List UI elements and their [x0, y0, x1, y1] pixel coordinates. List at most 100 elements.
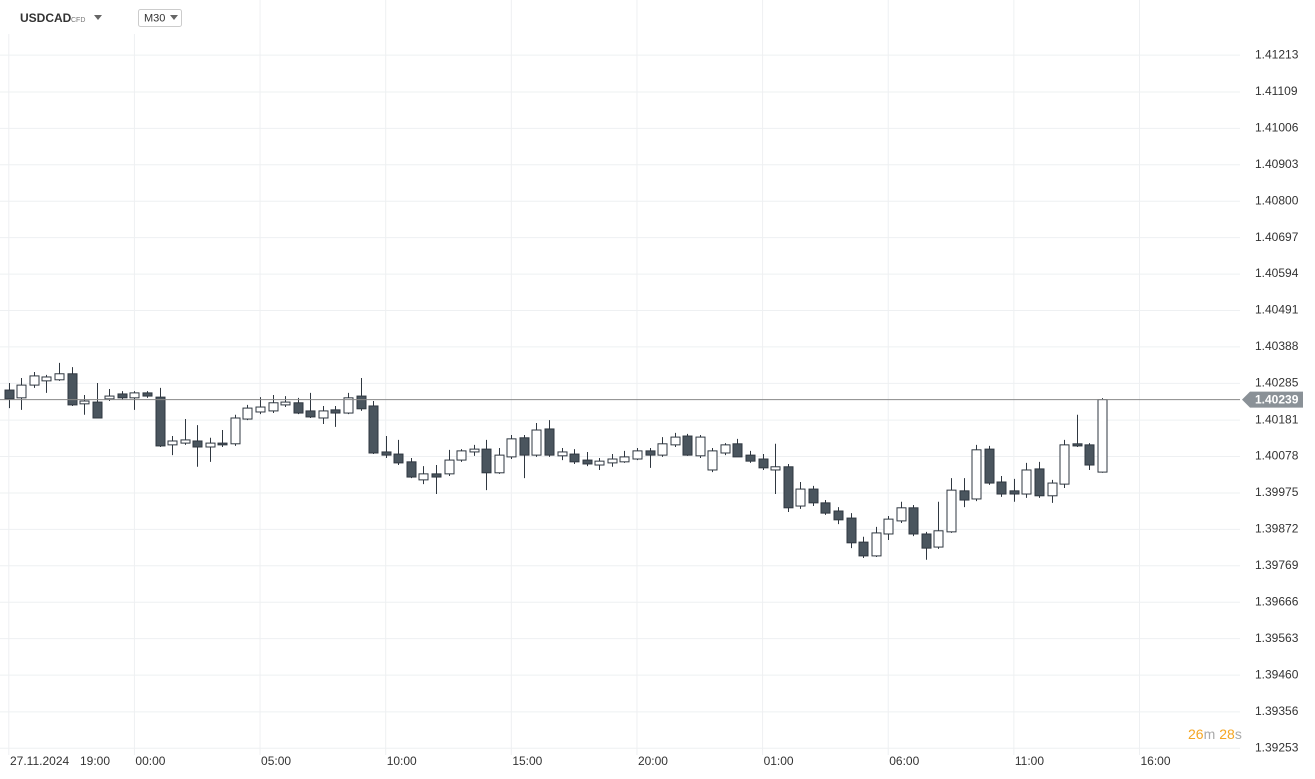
candle-body: [280, 401, 291, 406]
candle-body: [896, 507, 907, 522]
candle-body: [569, 453, 580, 463]
x-tick-label: 05:00: [261, 754, 291, 768]
countdown: 26m 28s: [1188, 726, 1242, 742]
candle-body: [255, 406, 266, 413]
labels: 1.41213 1.41109 1.41006 1.40903 1.40800 1.406…: [10, 47, 1303, 768]
timeframe-dropdown[interactable]: [170, 15, 178, 20]
candle-body: [770, 466, 781, 471]
candle-body: [205, 442, 216, 448]
candles: [0, 362, 1240, 560]
candle-body: [820, 502, 831, 514]
candle-body: [883, 518, 894, 535]
timeframe-button[interactable]: [138, 9, 182, 27]
candle-body: [996, 481, 1007, 495]
candle-body: [117, 393, 128, 399]
candle-body: [645, 450, 656, 456]
header-bg: [0, 0, 230, 34]
candle-body: [1059, 444, 1070, 485]
y-tick-label: 1.39769: [1255, 558, 1299, 572]
candle-body: [921, 533, 932, 549]
countdown-minutes-unit: m: [1204, 726, 1216, 742]
y-tick-label: 1.40697: [1255, 230, 1299, 244]
candle-body: [54, 373, 65, 381]
countdown-minutes: 26: [1188, 726, 1204, 742]
x-tick-label: 11:00: [1015, 754, 1044, 768]
candle-body: [142, 392, 153, 397]
candle-body: [293, 402, 304, 414]
x-tick-label: 00:00: [135, 754, 165, 768]
candle-body: [619, 456, 630, 463]
candle-body: [67, 373, 78, 406]
x-tick-label: 10:00: [387, 754, 417, 768]
y-tick-label: 1.41006: [1255, 121, 1299, 135]
candle-body: [720, 444, 731, 454]
candle-body: [1047, 482, 1058, 497]
y-tick-label: 1.40078: [1255, 449, 1299, 463]
date-label: 27.11.2024: [10, 754, 69, 768]
y-tick-label: 1.40491: [1255, 303, 1299, 317]
candle-body: [1034, 468, 1045, 497]
candle-body: [1084, 444, 1095, 466]
y-tick-label: 1.40594: [1255, 266, 1299, 280]
y-tick-label: 1.40800: [1255, 193, 1299, 207]
symbol-dropdown[interactable]: [94, 15, 102, 20]
candle-body: [305, 410, 316, 418]
candle-body: [557, 451, 568, 457]
x-tick-label: 01:00: [764, 754, 794, 768]
candle-body: [582, 459, 593, 465]
candle-body: [984, 448, 995, 484]
candle-body: [933, 530, 944, 548]
y-tick-label: 1.39666: [1255, 594, 1299, 608]
candle-body: [180, 439, 191, 444]
y-tick-label: 1.39253: [1255, 740, 1299, 754]
candle-body: [129, 392, 140, 399]
candle-body: [494, 454, 505, 474]
candle-body: [29, 375, 40, 386]
candle-body: [707, 450, 718, 471]
symbol[interactable]: USDCAD: [20, 11, 72, 25]
last-price-label: 1.40239: [1255, 392, 1299, 406]
candle-body: [959, 490, 970, 501]
candle-body: [343, 397, 354, 414]
candle-body: [946, 489, 957, 533]
grid: [0, 0, 1240, 755]
last-price-tag: [1242, 391, 1303, 408]
candle-body: [79, 400, 90, 405]
candle-body: [871, 532, 882, 557]
y-tick-label: 1.40285: [1255, 376, 1299, 390]
candle-body: [242, 407, 253, 420]
candle-body: [783, 466, 794, 509]
candle-body: [808, 488, 819, 504]
candle-body: [418, 473, 429, 481]
y-tick-label: 1.41109: [1255, 84, 1298, 98]
y-tick-label: 1.39563: [1255, 631, 1299, 645]
candle-body: [16, 384, 27, 399]
candle-body: [356, 395, 367, 410]
candle-body: [381, 451, 392, 456]
candle-body: [732, 443, 743, 458]
candle-body: [368, 405, 379, 454]
candle-body: [594, 460, 605, 466]
candle-body: [456, 450, 467, 461]
timeframe[interactable]: M30: [144, 12, 165, 24]
candle-body: [506, 438, 517, 458]
y-tick-label: 1.40388: [1255, 339, 1299, 353]
candle-body: [431, 473, 442, 478]
candle-body: [908, 507, 919, 535]
candle-body: [531, 429, 542, 456]
candle-body: [230, 417, 241, 445]
x-tick-label: 16:00: [1140, 754, 1170, 768]
candle-body: [1097, 399, 1108, 473]
y-tick-label: 1.40181: [1255, 412, 1299, 426]
candle-body: [481, 448, 492, 474]
candle-body: [217, 442, 228, 446]
candle-body: [4, 389, 15, 400]
candle-body: [192, 440, 203, 448]
candle-body: [104, 395, 115, 400]
candle-body: [758, 458, 769, 469]
candle-body: [1009, 490, 1020, 495]
candle-body: [695, 436, 706, 457]
candle-body: [167, 440, 178, 446]
instrument-type: CFD: [71, 17, 85, 24]
